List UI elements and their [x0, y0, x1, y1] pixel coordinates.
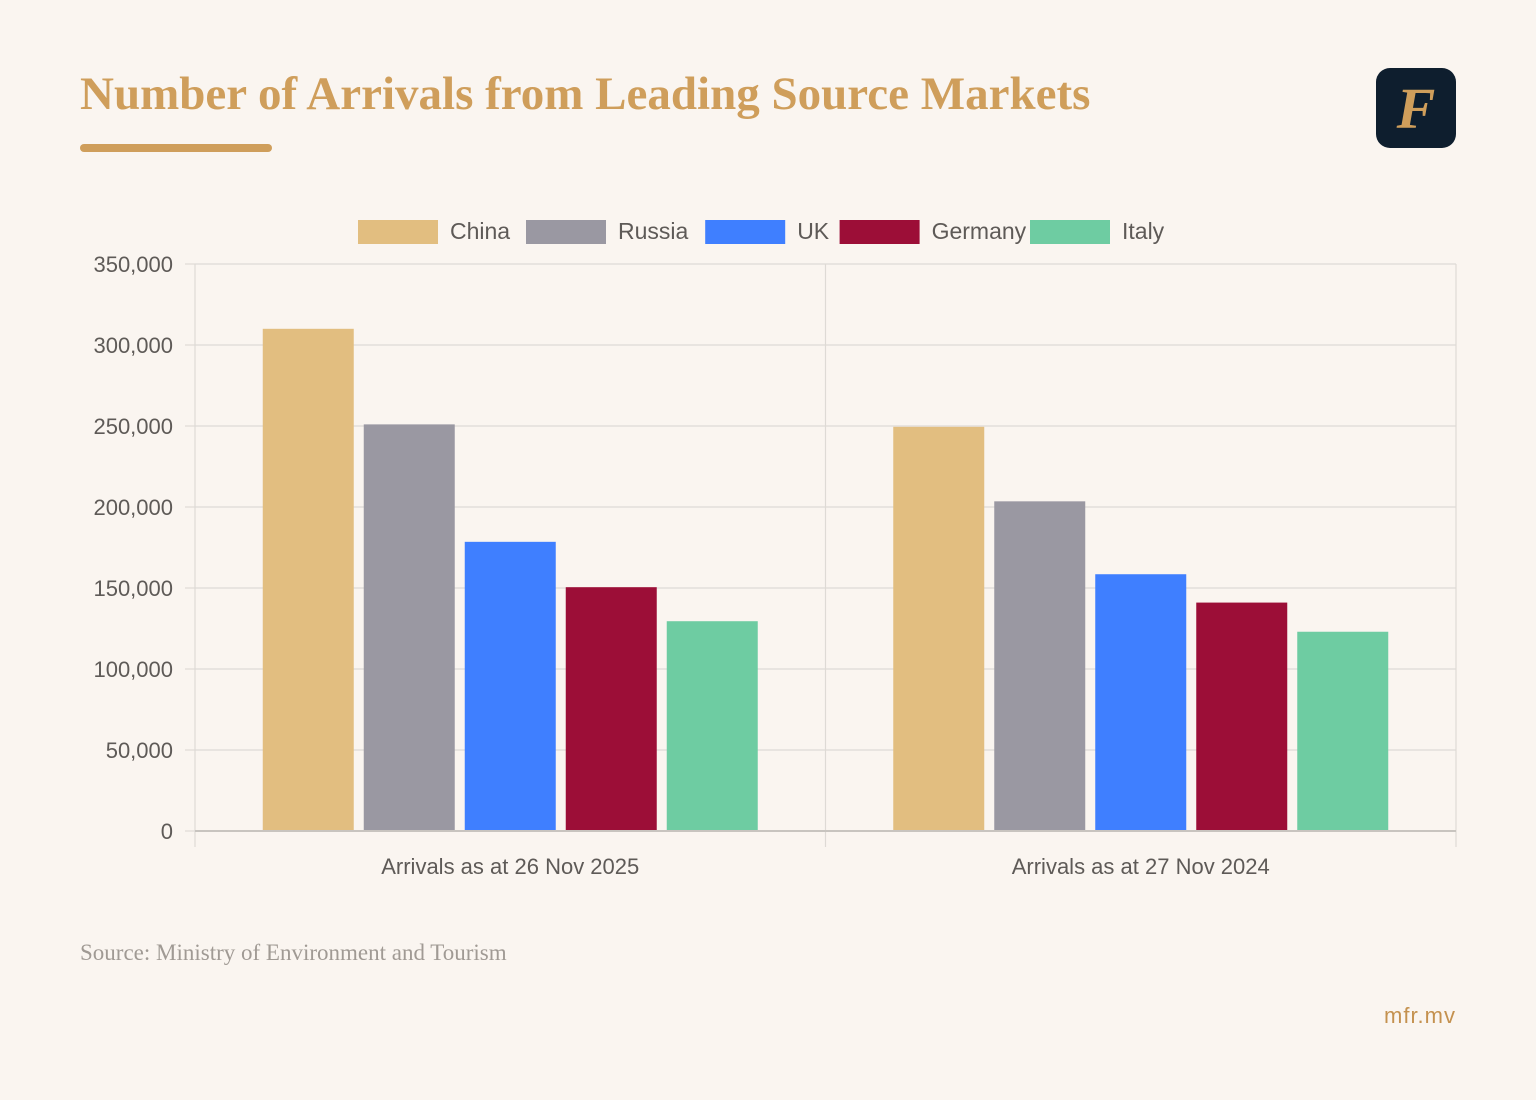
legend-swatch-russia: [526, 220, 606, 244]
bar-uk: [1095, 574, 1187, 831]
site-link[interactable]: mfr.mv: [1384, 1003, 1456, 1028]
bar-italy: [666, 621, 758, 831]
legend-label-russia: Russia: [618, 218, 689, 244]
legend-label-italy: Italy: [1122, 218, 1165, 244]
legend-label-uk: UK: [797, 218, 830, 244]
bar-germany: [1196, 602, 1288, 831]
x-category-label: Arrivals as at 26 Nov 2025: [381, 854, 639, 879]
bar-china: [262, 328, 354, 831]
page-title: Number of Arrivals from Leading Source M…: [80, 68, 1091, 120]
chart-axes: 0 50,000 100,000 150,000 200,000 250,000 300,0…: [93, 252, 1456, 879]
legend-swatch-china: [358, 220, 438, 244]
y-tick-label: 250,000: [93, 414, 173, 439]
y-tick-label: 300,000: [93, 333, 173, 358]
y-tick-label: 200,000: [93, 495, 173, 520]
legend-label-germany: Germany: [932, 218, 1027, 244]
x-category-label: Arrivals as at 27 Nov 2024: [1012, 854, 1270, 879]
legend-label-china: China: [450, 218, 510, 244]
brand-logo-icon: F: [1396, 76, 1436, 141]
bar-uk: [464, 541, 556, 831]
bar-italy: [1297, 631, 1389, 831]
legend-swatch-germany: [839, 220, 920, 244]
chart-bars: [262, 328, 1389, 831]
brand-logo[interactable]: F: [1376, 68, 1456, 148]
y-tick-label: 150,000: [93, 576, 173, 601]
bar-china: [893, 426, 985, 831]
bar-russia: [994, 501, 1086, 831]
title-underline: [80, 144, 272, 152]
source-note: Source: Ministry of Environment and Tour…: [80, 940, 507, 965]
bar-germany: [565, 587, 657, 831]
logo-letter: F: [1396, 76, 1436, 141]
y-tick-label: 100,000: [93, 657, 173, 682]
chart-legend: China Russia UK Germany Italy: [358, 218, 1165, 244]
legend-swatch-uk: [705, 220, 786, 244]
y-tick-label: 0: [161, 819, 173, 844]
bar-russia: [363, 424, 455, 831]
legend-swatch-italy: [1030, 220, 1110, 244]
y-tick-label: 350,000: [93, 252, 173, 277]
y-tick-label: 50,000: [106, 738, 173, 763]
